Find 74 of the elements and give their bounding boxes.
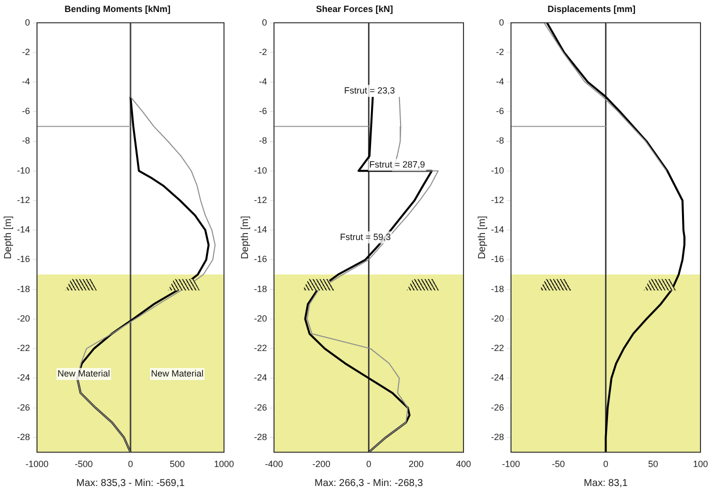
y-axis-title: Depth [m] xyxy=(476,216,488,260)
y-tick-label: -8 xyxy=(258,136,268,146)
y-tick-label: -6 xyxy=(22,106,30,116)
x-tick-label: 50 xyxy=(648,459,658,470)
y-tick-label: -18 xyxy=(254,284,268,294)
y-tick-label: -26 xyxy=(16,402,30,412)
x-tick-label: -400 xyxy=(265,459,284,470)
y-tick-label: -24 xyxy=(490,372,504,383)
y-tick-label: -28 xyxy=(16,432,30,442)
x-tick-label: -200 xyxy=(312,459,330,470)
y-tick-label: -14 xyxy=(16,224,30,235)
y-tick-label: -2 xyxy=(258,46,268,57)
y-tick-label: -8 xyxy=(496,136,504,146)
x-tick-label: 500 xyxy=(170,459,185,470)
x-tick-label: 0 xyxy=(128,459,134,470)
x-tick-label: 1000 xyxy=(214,459,234,470)
y-tick-label: -22 xyxy=(490,343,504,354)
y-tick-label: -12 xyxy=(16,194,30,205)
y-tick-label: -28 xyxy=(254,432,268,442)
x-tick-label: -50 xyxy=(552,459,565,470)
y-tick-label: -12 xyxy=(490,194,504,205)
annotation: Fstrut = 59,3 xyxy=(340,232,391,242)
annotation: Fstrut = 287,9 xyxy=(369,159,426,170)
y-tick-label: 0 xyxy=(24,17,30,28)
y-tick-label: -20 xyxy=(16,313,30,324)
x-axis-title: Max: 835,3 - Min: -569,1 xyxy=(76,478,186,489)
annotation: Fstrut = 23,3 xyxy=(344,85,395,96)
y-tick-label: -24 xyxy=(16,372,30,383)
y-tick-label: -2 xyxy=(496,46,504,57)
y-tick-label: -10 xyxy=(254,165,268,176)
x-tick-label: 0 xyxy=(366,459,372,470)
x-axis-title: Max: 83,1 xyxy=(584,478,628,489)
y-tick-label: -22 xyxy=(254,343,268,354)
y-tick-label: -12 xyxy=(254,194,268,205)
y-tick-label: -6 xyxy=(496,106,504,116)
y-tick-label: 0 xyxy=(498,17,504,28)
chart-title: Shear Forces [kN] xyxy=(316,4,394,14)
chart-title: Bending Moments [kNm] xyxy=(64,4,171,14)
y-axis-title: Depth [m] xyxy=(2,216,14,260)
y-tick-label: -4 xyxy=(258,76,268,87)
y-tick-label: -26 xyxy=(490,402,504,412)
x-tick-label: -1000 xyxy=(25,459,49,470)
y-tick-label: -22 xyxy=(16,343,30,354)
y-tick-label: -10 xyxy=(16,165,30,176)
chart-title: Displacements [mm] xyxy=(547,4,636,14)
x-tick-label: -100 xyxy=(502,459,520,470)
y-tick-label: -18 xyxy=(16,284,30,294)
y-tick-label: -14 xyxy=(490,224,504,235)
y-tick-label: -16 xyxy=(490,254,504,264)
x-tick-label: -500 xyxy=(74,459,93,470)
x-tick-label: 100 xyxy=(692,459,708,470)
annotation: New Material xyxy=(57,368,110,379)
y-tick-label: -20 xyxy=(490,313,504,324)
y-tick-label: -8 xyxy=(22,136,30,146)
y-tick-label: 0 xyxy=(262,17,268,28)
y-tick-label: -4 xyxy=(496,76,504,87)
x-tick-label: 0 xyxy=(603,459,608,470)
y-tick-label: -18 xyxy=(490,284,504,294)
y-tick-label: -10 xyxy=(490,165,504,176)
y-tick-label: -14 xyxy=(254,224,268,235)
y-tick-label: -24 xyxy=(254,372,268,383)
y-tick-label: -2 xyxy=(22,46,30,57)
y-axis-title: Depth [m] xyxy=(240,216,251,260)
y-tick-label: -26 xyxy=(254,402,268,412)
y-tick-label: -20 xyxy=(254,313,268,324)
y-tick-label: -16 xyxy=(254,254,268,264)
y-tick-label: -4 xyxy=(22,76,30,87)
x-axis-title: Max: 266,3 - Min: -268,3 xyxy=(314,478,424,489)
y-tick-label: -6 xyxy=(258,106,268,116)
annotation: New Material xyxy=(150,368,204,379)
y-tick-label: -16 xyxy=(16,254,30,264)
y-tick-label: -28 xyxy=(490,432,504,442)
x-tick-label: 200 xyxy=(408,459,424,470)
x-tick-label: 400 xyxy=(456,459,472,470)
